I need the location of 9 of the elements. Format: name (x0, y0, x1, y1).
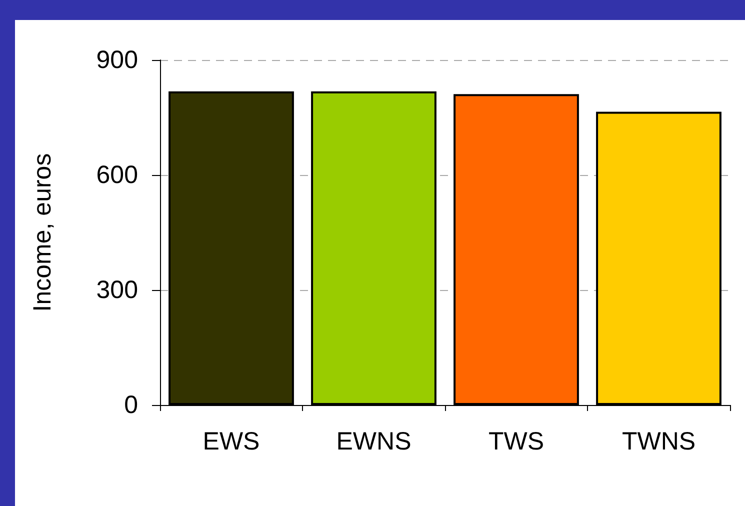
x-tick-label: TWNS (622, 428, 696, 456)
y-axis-title: Income, euros (28, 153, 56, 312)
y-tick-label: 900 (96, 46, 138, 74)
y-tick-label: 0 (124, 391, 138, 419)
y-tick-label: 300 (96, 276, 138, 304)
x-tick-label: EWS (202, 428, 260, 456)
x-tick-label: TWS (488, 428, 544, 456)
x-tick-label: EWNS (336, 428, 412, 456)
y-tick-label: 600 (96, 161, 138, 189)
